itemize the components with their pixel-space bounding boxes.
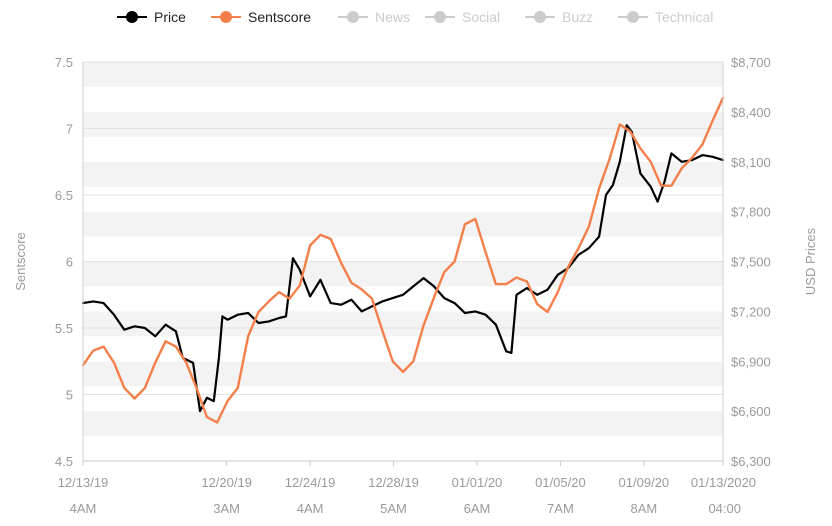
y-right-tick-label: $6,300 [731,454,771,469]
y-left-tick-label: 5 [66,388,73,403]
plot-band [83,411,723,437]
y-right-tick-label: $7,200 [731,304,771,319]
plot-band [83,62,723,87]
series-line-price[interactable] [81,124,725,413]
x-tick-label-date: 12/13/19 [58,475,109,490]
plot-band [83,136,723,162]
plot-band [83,336,723,362]
x-tick-label-date: 01/09/20 [619,475,670,490]
x-tick-label-date: 12/20/19 [201,475,252,490]
x-tick-label-time: 4AM [70,501,97,516]
legend-label: Social [462,9,500,25]
legend-item-social[interactable]: Social [425,9,500,25]
x-tick-label-date: 01/13/2020 [691,475,756,490]
y-right-tick-label: $8,700 [731,55,771,70]
legend-label: Technical [655,9,713,25]
legend-label: Buzz [562,9,593,25]
x-tick-label-time: 3AM [213,501,240,516]
legend-label: Price [154,9,186,25]
series-line-sentscore[interactable] [81,96,725,424]
series-layer [81,96,725,424]
legend-marker-icon [534,11,546,23]
x-tick-label-date: 01/01/20 [452,475,503,490]
y-left-tick-label: 4.5 [55,454,73,469]
x-tick-label-date: 12/24/19 [285,475,336,490]
x-tick-label-time: 6AM [464,501,491,516]
y-right-tick-label: $6,600 [731,404,771,419]
plot-band [83,211,723,237]
plot-band [83,86,723,112]
plot-band [83,161,723,187]
y-right-tick-label: $8,400 [731,105,771,120]
legend-item-technical[interactable]: Technical [618,9,713,25]
x-tick-label-time: 4AM [297,501,324,516]
legend-marker-icon [347,11,359,23]
y-left-tick-label: 7 [66,122,73,137]
y-right-tick-label: $8,100 [731,155,771,170]
y-right-tick-label: $7,800 [731,205,771,220]
y-left-tick-label: 6 [66,255,73,270]
legend-label: Sentscore [248,9,311,25]
y-left-tick-label: 7.5 [55,55,73,70]
x-tick-label-date: 12/28/19 [368,475,419,490]
plot-band [83,286,723,312]
plot-band [83,186,723,212]
legend-item-buzz[interactable]: Buzz [525,9,593,25]
y-left-tick-label: 5.5 [55,321,73,336]
x-tick-label-time: 04:00 [708,501,741,516]
y-left-axis-title: Sentscore [13,232,28,291]
legend-marker-icon [126,11,138,23]
plot-band [83,436,723,461]
plot-background [83,62,723,461]
plot-band [83,261,723,287]
legend-marker-icon [434,11,446,23]
plot-band [83,311,723,337]
x-tick-label-time: 7AM [547,501,574,516]
x-tick-label-time: 8AM [630,501,657,516]
legend-item-sentscore[interactable]: Sentscore [211,9,311,25]
x-tick-label-date: 01/05/20 [535,475,586,490]
x-tick-label-time: 5AM [380,501,407,516]
y-left-tick-label: 6.5 [55,188,73,203]
y-right-tick-label: $6,900 [731,354,771,369]
legend-marker-icon [627,11,639,23]
y-right-axis-title: USD Prices [803,227,818,295]
legend[interactable]: Price Sentscore News Social Buzz Technical [117,9,713,25]
legend-label: News [375,9,410,25]
legend-item-news[interactable]: News [338,9,410,25]
plot-band [83,386,723,412]
legend-marker-icon [220,11,232,23]
axes: 4.5 5 5.5 6 6.5 7 7.5 $6,300 $6,600 $6,900 $7,200 $… [13,55,818,516]
y-right-tick-label: $7,500 [731,255,771,270]
legend-item-price[interactable]: Price [117,9,186,25]
plot-band [83,236,723,262]
plot-band [83,361,723,387]
